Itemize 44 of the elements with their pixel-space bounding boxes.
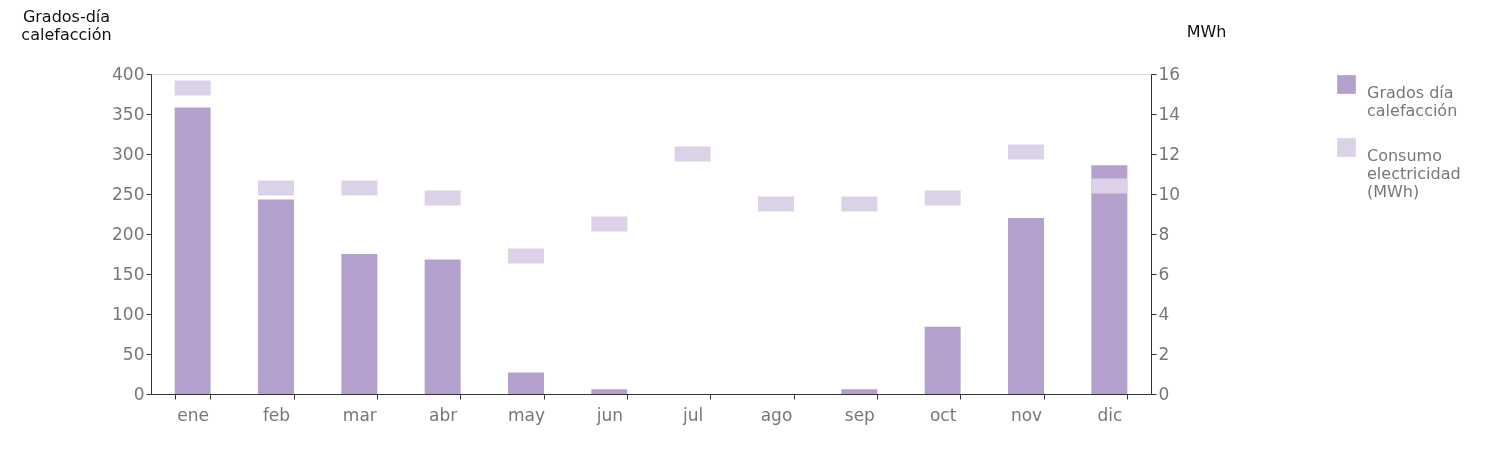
bar: [924, 326, 961, 394]
y2-tick-label: 4: [1158, 303, 1170, 324]
x-tick-label: feb: [262, 404, 291, 425]
x-tick-label: jun: [595, 404, 623, 425]
y-axis-title: Grados-día calefacción: [21, 6, 112, 44]
y-tick-label: 0: [133, 383, 145, 404]
legend-label: Consumo electricidad (MWh): [1367, 145, 1461, 201]
x-tick-label: ago: [760, 404, 793, 425]
y2-tick-label: 16: [1158, 63, 1181, 84]
bar: [258, 199, 294, 394]
y2-tick-label: 8: [1158, 223, 1170, 244]
y-tick-label: 50: [122, 343, 145, 364]
bar: [591, 389, 628, 394]
y-tick-label: 100: [112, 303, 145, 324]
x-tick-label: nov: [1010, 404, 1043, 425]
x-tick-label: abr: [429, 404, 458, 425]
y2-tick-label: 0: [1158, 383, 1170, 404]
y-tick-label: 350: [112, 103, 145, 124]
y-tick-label: 400: [112, 63, 145, 84]
x-tick-label: may: [507, 404, 546, 425]
bar: [508, 372, 544, 394]
bar: [841, 389, 878, 394]
bar: [1091, 165, 1128, 394]
x-tick-label: sep: [844, 404, 875, 425]
x-tick-label: ene: [177, 404, 210, 425]
y-tick-label: 300: [112, 143, 145, 164]
y-tick-label: 150: [112, 263, 145, 284]
y2-axis-title: MWh: [1186, 21, 1227, 41]
bar: [174, 107, 211, 394]
bar: [341, 254, 378, 394]
y2-tick-label: 14: [1158, 103, 1181, 124]
y-tick-label: 250: [112, 183, 145, 204]
x-tick-label: dic: [1097, 404, 1123, 425]
y2-tick-label: 10: [1158, 183, 1181, 204]
y2-tick-label: 2: [1158, 343, 1170, 364]
bar: [1008, 218, 1044, 394]
y-tick-label: 200: [112, 223, 145, 244]
x-tick-label: oct: [929, 404, 957, 425]
y2-tick-label: 6: [1158, 263, 1170, 284]
y2-tick-label: 12: [1158, 143, 1181, 164]
bar: [424, 259, 461, 394]
legend-label: Grados día calefacción: [1367, 82, 1458, 120]
x-tick-label: jul: [682, 404, 704, 425]
x-tick-label: mar: [342, 404, 377, 425]
